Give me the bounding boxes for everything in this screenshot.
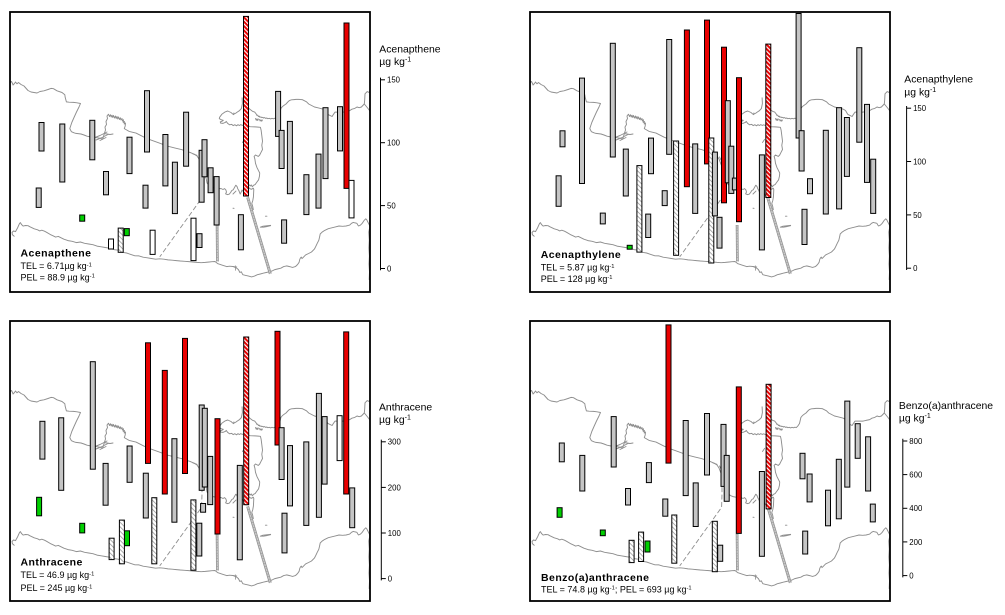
svg-text:100: 100 xyxy=(387,139,401,148)
svg-text:Anthracene: Anthracene xyxy=(21,557,83,569)
svg-text:Benzo(a)anthracene: Benzo(a)anthracene xyxy=(541,572,649,584)
svg-text:TEL = 74.8 µg kg-1​; PEL = 693: TEL = 74.8 µg kg-1​; PEL = 693 µg kg-1​ xyxy=(541,584,692,594)
svg-text:400: 400 xyxy=(909,504,923,513)
svg-text:200: 200 xyxy=(388,483,402,492)
svg-text:100: 100 xyxy=(913,157,927,166)
svg-text:150: 150 xyxy=(387,76,401,85)
svg-text:Anthracene: Anthracene xyxy=(379,403,432,414)
svg-text:TEL = 5.87 µg kg-1​: TEL = 5.87 µg kg-1​ xyxy=(541,263,615,273)
svg-text:µg kg-1: µg kg-1 xyxy=(379,57,411,69)
svg-text:Acenapthene: Acenapthene xyxy=(379,45,440,56)
svg-text:0: 0 xyxy=(387,264,392,273)
svg-text:0: 0 xyxy=(913,264,918,273)
svg-text:PEL = 245 µg kg-1​: PEL = 245 µg kg-1​ xyxy=(21,583,93,593)
svg-text:Acenapthylene: Acenapthylene xyxy=(904,75,973,86)
svg-text:µg kg-1: µg kg-1 xyxy=(379,415,411,427)
svg-text:50: 50 xyxy=(913,211,922,220)
svg-text:Acenapthene: Acenapthene xyxy=(21,248,92,260)
svg-text:Acenapthylene: Acenapthylene xyxy=(541,249,622,261)
svg-text:TEL = 46.9 µg kg-1​: TEL = 46.9 µg kg-1​ xyxy=(21,570,95,580)
svg-text:PEL = 88.9 µg kg-1​: PEL = 88.9 µg kg-1​ xyxy=(21,272,95,282)
svg-text:800: 800 xyxy=(909,437,923,446)
svg-text:50: 50 xyxy=(387,202,396,211)
svg-text:PEL = 128 µg kg-1​: PEL = 128 µg kg-1​ xyxy=(541,274,613,284)
svg-text:600: 600 xyxy=(909,471,923,480)
svg-text:Benzo(a)anthracene: Benzo(a)anthracene xyxy=(899,401,993,412)
svg-text:200: 200 xyxy=(909,538,923,547)
svg-text:300: 300 xyxy=(388,438,402,447)
svg-text:µg kg-1: µg kg-1 xyxy=(904,87,936,99)
svg-text:150: 150 xyxy=(913,104,927,113)
svg-text:0: 0 xyxy=(388,575,393,584)
svg-text:TEL = 6.71µg kg-1​: TEL = 6.71µg kg-1​ xyxy=(21,261,92,271)
svg-text:µg kg-1: µg kg-1 xyxy=(899,413,931,425)
svg-text:0: 0 xyxy=(909,572,914,581)
svg-text:100: 100 xyxy=(388,529,402,538)
